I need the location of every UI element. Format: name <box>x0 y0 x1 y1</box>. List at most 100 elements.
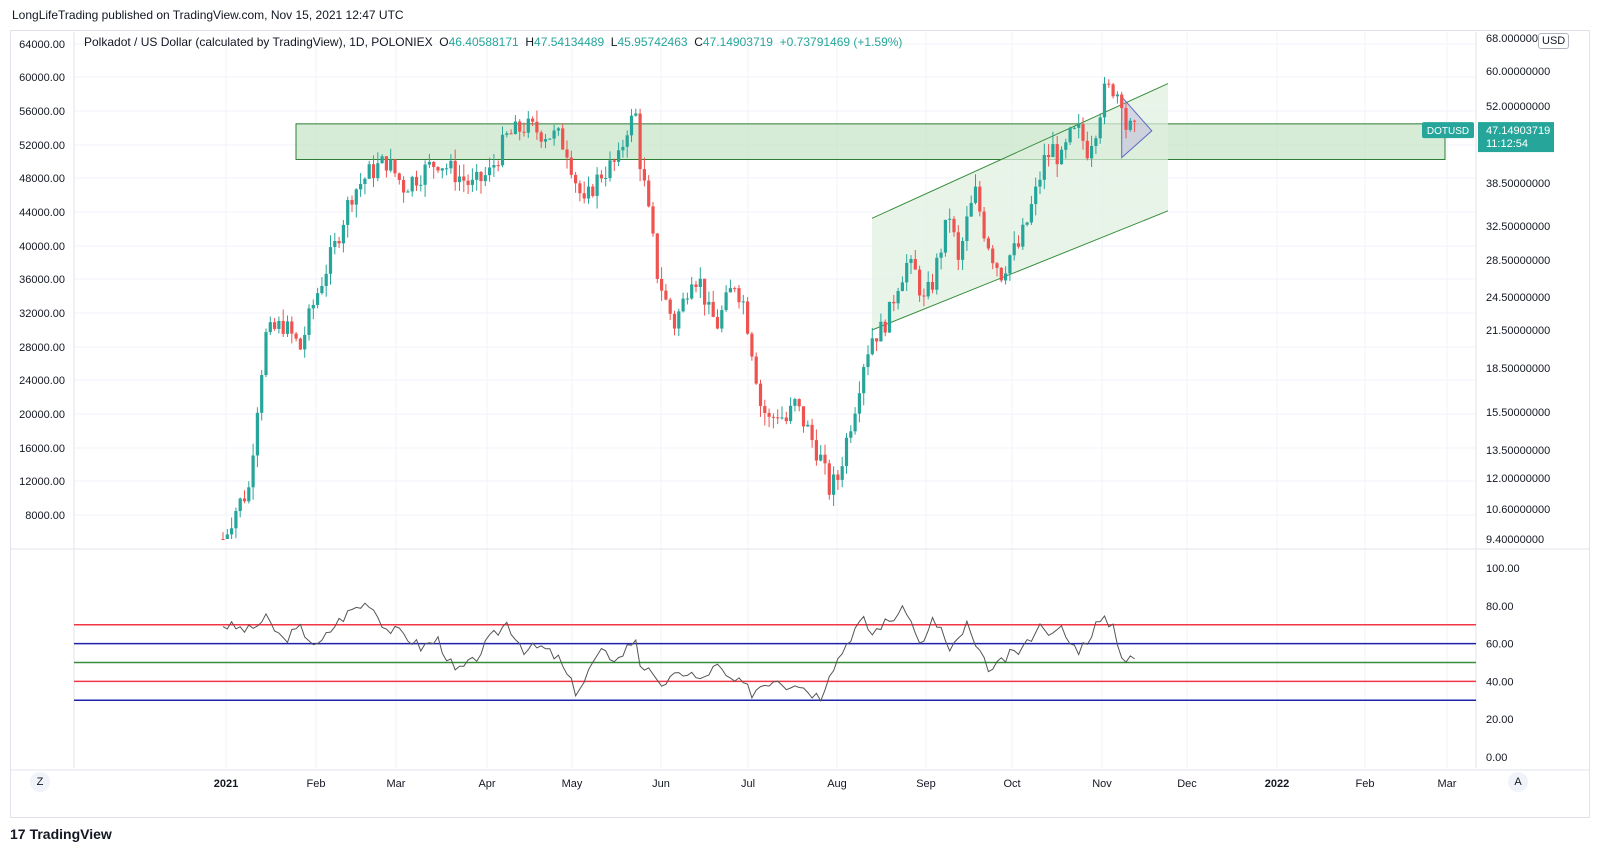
candle-body <box>1059 149 1064 165</box>
candle-body <box>543 139 548 142</box>
candle-body <box>763 406 767 413</box>
candle-body <box>251 455 255 488</box>
legend-open: 46.40588171 <box>448 35 519 49</box>
currency-button[interactable]: USD <box>1538 33 1570 49</box>
candle-body <box>784 417 788 422</box>
candle-body <box>698 278 702 288</box>
last-price-text: 47.14903719 <box>1486 125 1550 137</box>
candle-body <box>273 322 277 329</box>
candle-body <box>320 285 324 294</box>
candle-body <box>393 159 397 174</box>
candle-body <box>1098 117 1102 139</box>
publish-line: LongLifeTrading published on TradingView… <box>12 8 404 22</box>
candle-body <box>771 416 775 418</box>
candle-body <box>475 171 479 180</box>
right-tick-label: 52.00000000 <box>1486 101 1550 113</box>
channel-upper-line <box>871 83 1169 219</box>
candle-body <box>642 169 646 181</box>
countdown-text: 11:12:54 <box>1486 138 1528 150</box>
x-tick-label: 2021 <box>214 778 238 790</box>
candle-body <box>827 463 831 495</box>
candle-body <box>922 295 926 297</box>
candle-body <box>887 301 892 333</box>
candle-body <box>814 440 818 461</box>
candle-body <box>711 301 715 317</box>
candle-body <box>840 466 844 480</box>
candle-body <box>849 431 853 438</box>
candle-body <box>552 130 556 139</box>
candle-body <box>505 133 509 135</box>
candle-body <box>720 310 724 329</box>
candle-body <box>376 163 380 179</box>
legend-low: 45.95742463 <box>617 35 688 49</box>
zoom-button[interactable]: Z <box>30 772 50 792</box>
candle-body <box>509 133 513 135</box>
candle-body <box>608 160 612 179</box>
candle-body <box>419 184 423 186</box>
candle-body <box>672 313 677 329</box>
x-tick-label: 2022 <box>1265 778 1289 790</box>
candle-body <box>1012 243 1016 256</box>
left-tick-label: 8000.00 <box>25 510 65 522</box>
candle-body <box>522 131 526 133</box>
candle-body <box>290 321 294 334</box>
candle-body <box>432 161 436 168</box>
candle-body <box>1051 144 1055 158</box>
right-tick-label: 32.50000000 <box>1486 221 1550 233</box>
candle-body <box>359 184 363 190</box>
candle-body <box>470 179 474 185</box>
candle-body <box>780 417 784 419</box>
channel-lower-line <box>871 210 1169 331</box>
last-price-tag <box>1478 122 1554 153</box>
candle-body <box>535 121 539 133</box>
candle-body <box>298 338 302 350</box>
candle-body <box>333 241 337 248</box>
candle-body <box>238 498 242 512</box>
footer-brand-text: TradingView <box>29 826 112 842</box>
candle-body <box>363 178 367 185</box>
candle-body <box>1128 120 1132 130</box>
candle-series <box>221 76 1137 540</box>
candle-body <box>402 179 406 193</box>
candle-body <box>1038 179 1042 187</box>
candle-body <box>999 267 1003 281</box>
candle-body <box>324 273 328 286</box>
candle-body <box>879 321 883 342</box>
candle-body <box>316 293 320 305</box>
candle-body <box>221 539 225 540</box>
candle-body <box>801 406 806 427</box>
candle-body <box>389 159 393 171</box>
candle-body <box>617 150 621 162</box>
candle-body <box>754 356 758 384</box>
candle-body <box>707 301 711 305</box>
candle-body <box>462 176 466 181</box>
auto-scale-button[interactable]: A <box>1508 772 1528 792</box>
chart-frame <box>10 30 1590 818</box>
candle-body <box>746 301 750 334</box>
candle-body <box>883 321 887 333</box>
candle-body <box>832 474 836 495</box>
candle-body <box>242 498 247 502</box>
left-tick-label: 52000.00 <box>19 140 65 152</box>
candle-body <box>625 135 629 147</box>
candle-body <box>350 200 354 205</box>
candle-body <box>604 178 608 180</box>
candle-body <box>548 138 552 140</box>
left-tick-label: 40000.00 <box>19 241 65 253</box>
candle-body <box>1068 127 1072 143</box>
candle-body <box>728 288 732 293</box>
footer-brand[interactable]: 17 TradingView <box>10 826 112 842</box>
candle-body <box>986 238 990 249</box>
candle-body <box>466 180 470 185</box>
x-tick-label: Mar <box>387 778 406 790</box>
candle-body <box>793 399 797 406</box>
x-tick-label: Nov <box>1092 778 1112 790</box>
candle-body <box>629 115 634 136</box>
candle-body <box>1115 94 1119 97</box>
candle-body <box>694 284 698 288</box>
right-tick-label: 10.60000000 <box>1486 504 1550 516</box>
x-tick-label: Jul <box>741 778 755 790</box>
candle-body <box>457 176 462 183</box>
candle-body <box>526 118 530 133</box>
